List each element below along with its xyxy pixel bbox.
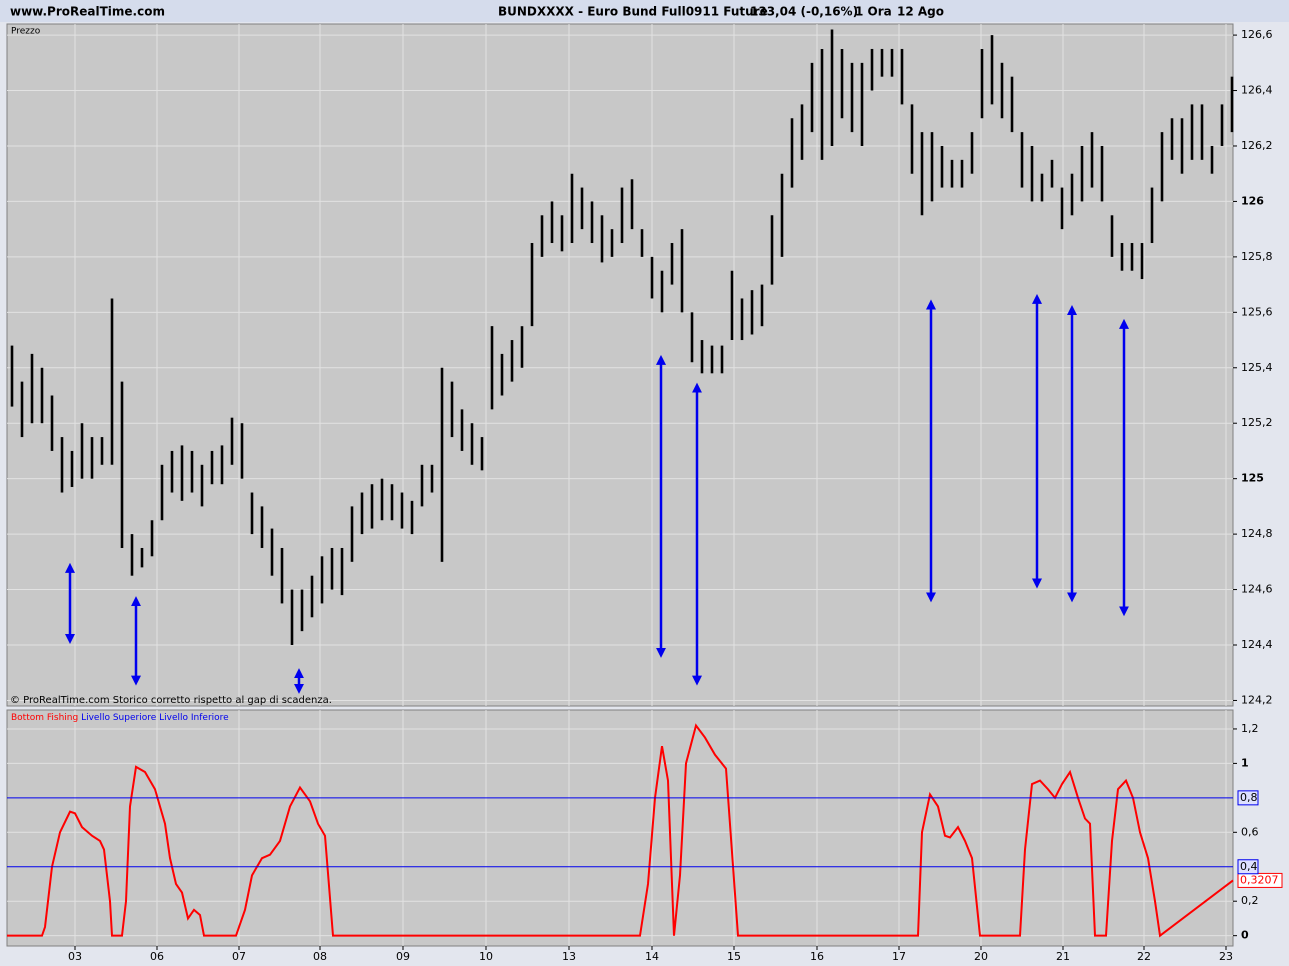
x-tick-label: 14 (645, 950, 659, 963)
x-tick-label: 13 (562, 950, 576, 963)
indicator-line (7, 723, 1234, 938)
x-tick-label: 23 (1219, 950, 1233, 963)
site: www.ProRealTime.com (10, 5, 165, 19)
y-tick-label: 126,2 (1241, 139, 1273, 152)
x-tick-label: 09 (396, 950, 410, 963)
price-panel (6, 23, 1234, 707)
x-tick-label: 16 (810, 950, 824, 963)
y-tick-label: 125,8 (1241, 250, 1273, 263)
x-tick-label: 06 (150, 950, 164, 963)
x-tick-label: 20 (974, 950, 988, 963)
y-tick-label: 125,4 (1241, 361, 1273, 374)
level-box (1237, 859, 1259, 875)
x-tick-label: 07 (232, 950, 246, 963)
y-tick-label: 126,4 (1241, 84, 1273, 97)
date: 12 Ago (897, 5, 944, 19)
y-tick-label: 125,2 (1241, 416, 1273, 429)
last-value-label: 0,3207 (1240, 873, 1279, 886)
title: BUNDXXXX - Euro Bund Full0911 Future (498, 5, 768, 19)
x-tick-label: 03 (68, 950, 82, 963)
y-tick-label: 0 (1241, 929, 1249, 942)
x-tick-label: 21 (1056, 950, 1070, 963)
timeframe: 1 Ora (855, 5, 892, 19)
quote: 133,04 (-0,16%) (750, 5, 858, 19)
y-tick-label: 126 (1241, 194, 1264, 207)
level-box (1237, 790, 1259, 806)
y-tick-label: 124,4 (1241, 638, 1273, 651)
y-tick-label: 125 (1241, 472, 1264, 485)
legend-entry: Livello Superiore (81, 713, 157, 723)
y-tick-label: 1 (1241, 756, 1249, 769)
legend: Bottom Fishing Livello Superiore Livello… (11, 713, 229, 723)
y-tick-label: 124,2 (1241, 693, 1273, 706)
x-tick-label: 08 (313, 950, 327, 963)
y-tick-label: 126,6 (1241, 28, 1273, 41)
x-tick-label: 10 (479, 950, 493, 963)
y-tick-label: 0,6 (1241, 825, 1259, 838)
y-tick-label: 124,8 (1241, 527, 1273, 540)
y-tick-label: 124,6 (1241, 583, 1273, 596)
header-bar (0, 0, 1289, 22)
indicator-panel (6, 709, 1234, 947)
y-tick-label: 1,2 (1241, 722, 1259, 735)
x-tick-label: 15 (727, 950, 741, 963)
y-tick-label: 0,2 (1241, 894, 1259, 907)
legend-entry: Livello Inferiore (159, 713, 229, 723)
last-value-box (1237, 872, 1283, 888)
legend-entry: Bottom Fishing (11, 713, 78, 723)
y-tick-label: 125,6 (1241, 305, 1273, 318)
level-label: 0,4 (1240, 860, 1258, 873)
note: © ProRealTime.com Storico corretto rispe… (10, 695, 332, 706)
x-tick-label: 17 (892, 950, 906, 963)
x-tick-label: 22 (1137, 950, 1151, 963)
level-label: 0,8 (1240, 791, 1258, 804)
panel-title: Prezzo (11, 27, 41, 37)
